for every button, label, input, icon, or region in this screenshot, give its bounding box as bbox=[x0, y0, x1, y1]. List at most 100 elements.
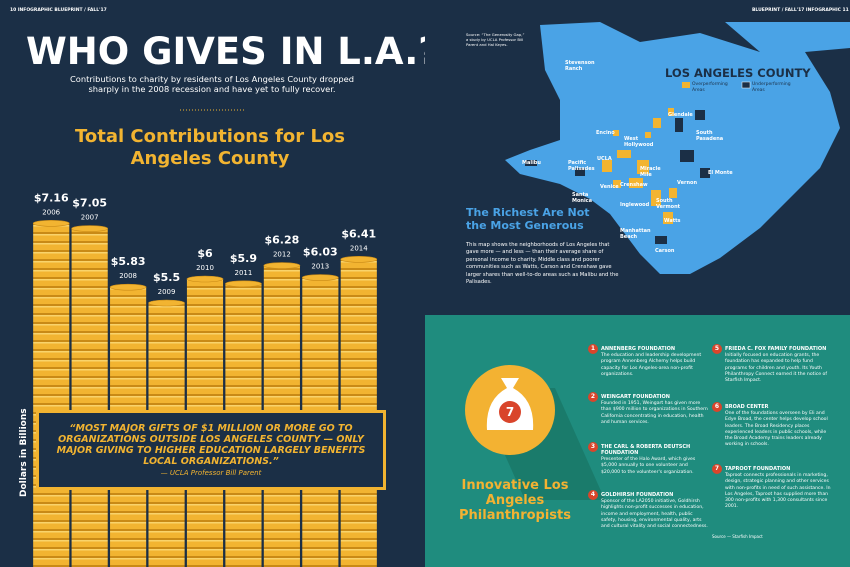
item-number: 4 bbox=[588, 490, 598, 500]
coin-top bbox=[340, 256, 378, 263]
page-title: WHO GIVES IN L.A.? bbox=[26, 30, 440, 73]
x-tick-label: 2012 bbox=[273, 251, 291, 259]
x-tick-label: 2007 bbox=[81, 214, 99, 222]
subtitle: Contributions to charity by residents of… bbox=[70, 74, 354, 94]
philanthropist: 6 BROAD CENTER One of the foundations over… bbox=[712, 402, 832, 449]
coin-top bbox=[32, 220, 70, 227]
philanthropist: 3 THE CARL & ROBERTA DEUTSCH FOUNDATION Pr… bbox=[588, 442, 708, 476]
legend-label: Overperforming Areas bbox=[692, 82, 728, 93]
item-name: BROAD CENTER bbox=[725, 404, 769, 410]
coin-top bbox=[301, 274, 339, 281]
underperforming-areas bbox=[525, 110, 710, 244]
item-text: Presenter of the Halo Award, which gives… bbox=[601, 457, 696, 475]
philanthropist: 5 FRIEDA C. FOX FAMILY FOUNDATION Initiall… bbox=[712, 344, 832, 384]
county-map bbox=[505, 22, 840, 274]
map-label: UCLA bbox=[597, 156, 612, 162]
map-label: Manhattan Beach bbox=[620, 228, 651, 240]
philanthropist: 7 TAPROOT FOUNDATION Taproot connects prof… bbox=[712, 464, 832, 511]
x-tick-label: 2014 bbox=[350, 244, 368, 252]
chart-title: Total Contributions for Los Angeles Coun… bbox=[74, 126, 345, 169]
badge-number: 7 bbox=[506, 405, 514, 419]
map-label: Encino bbox=[596, 130, 615, 136]
legend-label: Underperforming Areas bbox=[752, 82, 791, 93]
value-label: $5.9 bbox=[230, 252, 257, 265]
philanthropist: 2 WEINGART FOUNDATION Founded in 1951, Wei… bbox=[588, 392, 708, 426]
coin-top bbox=[71, 225, 109, 232]
item-name: GOLDHIRSH FOUNDATION bbox=[601, 492, 674, 498]
quote-box: “MOST MAJOR GIFTS OF $1 MILLION OR MORE … bbox=[36, 410, 386, 490]
value-label: $7.16 bbox=[34, 191, 69, 204]
coin-top bbox=[186, 275, 224, 283]
map-source: Source: “The Generosity Gap,” a study by… bbox=[466, 32, 525, 47]
x-tick-label: 2008 bbox=[119, 272, 137, 280]
item-text: Taproot connects professionals in market… bbox=[725, 473, 831, 510]
overperforming-areas bbox=[602, 108, 677, 224]
map-label: Crenshaw bbox=[620, 182, 648, 188]
map-label: West Hollywood bbox=[624, 136, 654, 148]
item-name: WEINGART FOUNDATION bbox=[601, 394, 670, 400]
coin-top bbox=[148, 299, 185, 307]
item-number: 1 bbox=[588, 344, 598, 354]
legend-swatch bbox=[682, 82, 690, 88]
map-label: Malibu bbox=[522, 160, 541, 166]
item-text: Sponsor of the LA2050 initiative, Goldhi… bbox=[601, 499, 708, 530]
map-label: El Monte bbox=[708, 170, 733, 176]
map-label: Vernon bbox=[677, 180, 698, 186]
map-label: Miracle Mile bbox=[640, 166, 661, 178]
item-name: TAPROOT FOUNDATION bbox=[725, 466, 791, 472]
philanthropist: 1 ANNENBERG FOUNDATION The education and l… bbox=[588, 344, 708, 378]
item-number: 5 bbox=[712, 344, 722, 354]
map-label: Watts bbox=[664, 218, 681, 224]
map-label: South Pasadena bbox=[696, 130, 724, 142]
coin-stack bbox=[33, 223, 70, 567]
value-label: $6.41 bbox=[341, 227, 376, 240]
y-axis-label: Dollars in Billions bbox=[19, 408, 29, 497]
value-label: $6.28 bbox=[264, 234, 299, 247]
item-number: 2 bbox=[588, 392, 598, 402]
value-label: $5.83 bbox=[111, 255, 146, 268]
item-number: 3 bbox=[588, 442, 598, 452]
item-text: Founded in 1951, Weingart has given more… bbox=[601, 401, 708, 425]
map-label: Stevenson Ranch bbox=[565, 60, 595, 72]
item-text: Initially focused on education grants, t… bbox=[725, 353, 827, 384]
map-label: Inglewood bbox=[620, 202, 650, 208]
legend-swatch bbox=[741, 81, 751, 89]
x-tick-label: 2006 bbox=[42, 208, 60, 216]
x-tick-label: 2013 bbox=[311, 263, 329, 271]
coin-top bbox=[263, 262, 301, 269]
philanthropists-title: Innovative Los Angeles Philanthropists bbox=[459, 478, 571, 523]
county-map-edge bbox=[725, 22, 850, 52]
quote-text: “MOST MAJOR GIFTS OF $1 MILLION OR MORE … bbox=[56, 423, 366, 467]
map-label: Venice bbox=[600, 184, 619, 190]
folio: 10 INFOGRAPHIC BLUEPRINT / FALL'17 bbox=[10, 8, 107, 13]
x-tick-label: 2011 bbox=[235, 269, 253, 277]
badge-number-circle bbox=[499, 401, 521, 423]
value-label: $6 bbox=[197, 247, 213, 260]
map-label: Glendale bbox=[668, 112, 693, 118]
coin-top bbox=[109, 283, 147, 291]
value-label: $6.03 bbox=[303, 246, 338, 259]
item-text: The education and leadership development… bbox=[601, 353, 702, 377]
item-name: ANNENBERG FOUNDATION bbox=[601, 346, 676, 352]
item-text: One of the foundations overseen by Eli a… bbox=[725, 411, 828, 448]
item-number: 6 bbox=[712, 402, 722, 412]
map-title: LOS ANGELES COUNTY bbox=[665, 66, 811, 80]
coin-top bbox=[225, 280, 262, 288]
item-name: THE CARL & ROBERTA DEUTSCH FOUNDATION bbox=[601, 444, 691, 456]
philanthropists-source: Source — Starfish Impact bbox=[712, 534, 763, 539]
quote-attribution: — UCLA Professor Bill Parent bbox=[160, 469, 262, 477]
x-tick-label: 2010 bbox=[196, 264, 214, 272]
map-text: This map shows the neighborhoods of Los … bbox=[466, 242, 619, 286]
map-label: Carson bbox=[655, 248, 675, 254]
map-label: South Vermont bbox=[656, 198, 681, 210]
map-label: Santa Monica bbox=[572, 192, 593, 204]
value-label: $5.5 bbox=[153, 271, 180, 284]
philanthropist: 4 GOLDHIRSH FOUNDATION Sponsor of the LA20… bbox=[588, 490, 708, 530]
right-page: 7 bbox=[425, 0, 850, 567]
coin-stack bbox=[71, 228, 108, 567]
folio: BLUEPRINT / FALL'17 INFOGRAPHIC 11 bbox=[752, 8, 849, 13]
map-heading: The Richest Are Not the Most Generous bbox=[466, 206, 590, 232]
map-label: Pacific Palisades bbox=[568, 160, 595, 172]
item-number: 7 bbox=[712, 464, 722, 474]
